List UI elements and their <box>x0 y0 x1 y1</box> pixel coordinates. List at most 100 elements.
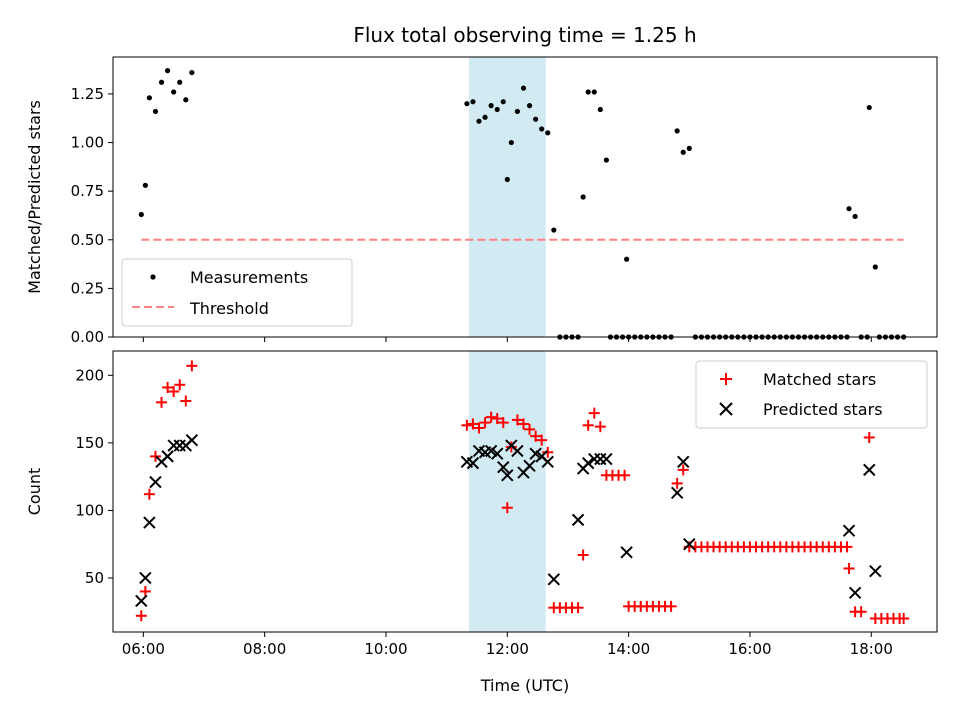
matched-point <box>467 418 479 430</box>
x-tick-label: 10:00 <box>364 640 407 658</box>
measurement-point <box>686 145 692 151</box>
count-legend: Matched stars Predicted stars <box>695 360 928 429</box>
x-tick-label: 14:00 <box>607 640 650 658</box>
matched-point <box>135 610 147 622</box>
predicted-point <box>185 433 199 447</box>
y-tick-label: 0.75 <box>71 182 104 200</box>
matched-point <box>186 360 198 372</box>
measurement-point <box>508 139 514 146</box>
x-tick-label: 18:00 <box>850 640 893 658</box>
matched-point <box>461 419 473 431</box>
matched-point <box>619 469 631 481</box>
predicted-point <box>588 452 601 466</box>
measurement-point <box>551 227 557 233</box>
measurement-point <box>494 106 500 113</box>
predicted-point <box>135 594 148 608</box>
predicted-point <box>529 447 542 460</box>
matched-legend-label: Matched stars <box>763 370 876 389</box>
matched-point <box>577 549 589 561</box>
count-axes-frame <box>112 350 938 633</box>
matched-point <box>485 411 497 423</box>
predicted-point <box>511 444 524 458</box>
predicted-legend-marker <box>719 402 733 416</box>
measurement-point <box>146 95 152 101</box>
measurements-legend-label: Measurements <box>190 268 308 287</box>
measurement-point <box>514 108 521 115</box>
matched-point <box>898 612 910 624</box>
measurement-point <box>482 114 488 120</box>
matched-point <box>168 386 180 398</box>
matched-point <box>863 431 875 443</box>
measurement-point <box>533 116 539 122</box>
ratio-legend-box <box>121 258 353 327</box>
measurement-point <box>603 157 609 163</box>
x-tick-label: 16:00 <box>728 640 771 658</box>
predicted-point <box>842 524 856 537</box>
predicted-point <box>571 513 585 527</box>
matched-point <box>843 563 855 575</box>
matched-point <box>588 407 600 419</box>
matched-point <box>162 381 174 393</box>
x-tick-label: 08:00 <box>243 640 286 658</box>
matched-point <box>671 477 683 489</box>
ratio-x-ticks <box>142 337 872 342</box>
predicted-legend-label: Predicted stars <box>763 400 883 419</box>
measurements-legend-marker <box>150 274 156 280</box>
predicted-point <box>594 452 607 466</box>
matched-point <box>156 396 168 408</box>
predicted-point <box>161 450 174 463</box>
matched-point <box>841 541 853 553</box>
measurement-point <box>189 69 195 76</box>
measurement-point <box>674 128 680 134</box>
count-y-label: Count <box>25 468 44 516</box>
measurement-point <box>872 264 878 270</box>
x-tick-label: 06:00 <box>122 640 165 658</box>
y-tick-label: 100 <box>75 501 104 519</box>
measurement-points <box>138 68 907 340</box>
predicted-point <box>139 571 152 585</box>
predicted-point <box>541 455 554 468</box>
predicted-point <box>497 460 510 474</box>
matched-legend-marker <box>720 373 732 385</box>
y-tick-label: 50 <box>85 569 104 587</box>
matched-point <box>149 450 161 462</box>
ratio-y-ticks: 0.00 0.25 0.50 0.75 1.00 1.25 <box>71 85 113 346</box>
measurement-point <box>539 126 545 132</box>
measurement-point <box>866 104 872 111</box>
count-x-ticks: 06:00 08:00 10:00 12:00 14:00 16:00 18:00 <box>122 632 893 658</box>
measurement-point <box>520 85 527 91</box>
matched-point <box>524 423 536 435</box>
matched-point <box>855 606 867 618</box>
measurement-point <box>177 79 183 85</box>
predicted-point <box>173 439 186 452</box>
matched-point <box>479 417 491 429</box>
measurement-point <box>846 206 852 212</box>
matched-point <box>491 413 503 425</box>
y-tick-label: 0.25 <box>71 279 104 297</box>
measurement-point <box>164 68 171 74</box>
measurement-point <box>680 149 686 155</box>
measurement-point <box>158 79 165 85</box>
predicted-point <box>484 444 498 458</box>
measurement-point <box>464 101 470 107</box>
matched-point <box>530 430 542 442</box>
predicted-point <box>677 455 690 468</box>
predicted-point <box>490 447 504 460</box>
matched-point <box>143 488 155 500</box>
predicted-point <box>149 475 162 489</box>
matched-point <box>501 502 513 514</box>
count-legend-box <box>695 360 928 429</box>
ratio-y-label: Matched/Predicted stars <box>25 100 44 294</box>
matched-point <box>582 419 594 431</box>
count-y-ticks: 50 100 150 200 <box>75 366 113 587</box>
predicted-point <box>683 537 696 551</box>
predicted-point <box>547 573 561 586</box>
ratio-axes-frame <box>112 56 938 338</box>
measurement-point <box>597 106 603 113</box>
measurement-point <box>500 99 506 105</box>
x-tick-label: 12:00 <box>486 640 529 658</box>
matched-point <box>536 434 548 446</box>
matched-point <box>677 464 689 476</box>
ratio-panel: 0.00 0.25 0.50 0.75 1.00 1.25 Matched/Predict… <box>25 56 938 346</box>
predicted-point <box>581 456 595 470</box>
